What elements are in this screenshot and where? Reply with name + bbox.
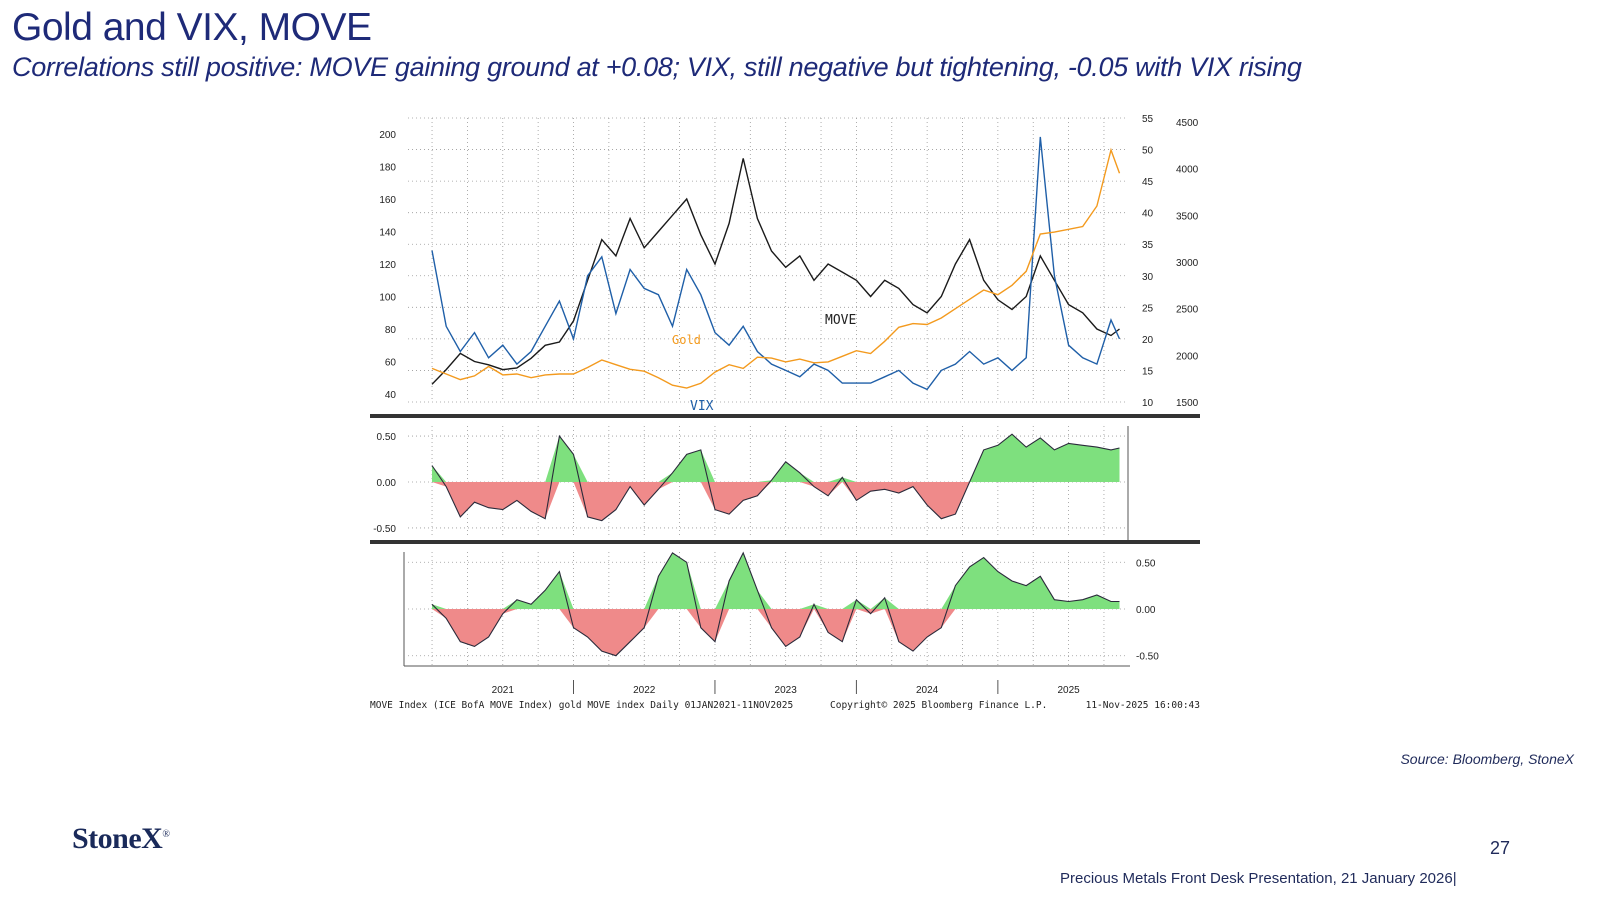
bloomberg-caption-left: MOVE Index (ICE BofA MOVE Index) gold MO… [370, 700, 793, 711]
corr-move-negative-area [432, 609, 1120, 656]
chart-container: 40 60 80 100 120 140 160 180 200 10 15 20 25 30 35 40 45… [370, 110, 1232, 730]
corr-move-axis-tick-label: 0.00 [1136, 605, 1156, 616]
panel-separator [370, 414, 1200, 418]
move-axis-tick-label: 200 [379, 130, 396, 141]
move-axis-tick-label: 120 [379, 260, 396, 271]
gold-axis-tick-label: 2000 [1176, 351, 1199, 362]
series-label-gold: Gold [672, 333, 701, 347]
page-number: 27 [1490, 838, 1511, 858]
page-title: Gold and VIX, MOVE [12, 6, 372, 49]
vix-axis-tick-label: 45 [1142, 177, 1154, 188]
vix-axis-tick-label: 40 [1142, 209, 1154, 220]
corr-vix-line [431, 433, 1120, 522]
bloomberg-caption-copyright: Copyright© 2025 Bloomberg Finance L.P. [830, 700, 1047, 711]
series-gold-line [431, 147, 1121, 389]
corr-move-positive-area [432, 552, 1120, 609]
logo-text: StoneX [72, 822, 163, 855]
footer-presentation: Precious Metals Front Desk Presentation,… [1060, 870, 1457, 887]
corr-vix-axis-tick-label: -0.50 [373, 524, 396, 535]
x-axis-year-label: 2024 [916, 685, 939, 696]
gold-axis-tick-label: 4500 [1176, 118, 1199, 129]
move-axis-tick-label: 40 [385, 390, 397, 401]
vix-axis-tick-label: 50 [1142, 146, 1154, 157]
vix-axis-tick-label: 20 [1142, 335, 1154, 346]
x-axis-year-label: 2022 [633, 685, 656, 696]
vix-axis-tick-label: 30 [1142, 272, 1154, 283]
vix-axis-tick-label: 35 [1142, 240, 1154, 251]
series-move-line [431, 158, 1120, 385]
gold-axis-tick-label: 4000 [1176, 165, 1199, 176]
bloomberg-chart: 4060801001201401601802001015202530354045… [370, 114, 1200, 711]
move-axis-tick-label: 160 [379, 195, 396, 206]
move-axis-tick-label: 180 [379, 163, 396, 174]
bloomberg-caption-timestamp: 11-Nov-2025 16:00:43 [1086, 700, 1200, 711]
vix-axis-tick-label: 10 [1142, 398, 1154, 409]
corr-vix-negative-area [432, 482, 1120, 521]
move-axis-tick-label: 60 [385, 358, 397, 369]
series-label-move: MOVE [825, 313, 856, 328]
corr-vix-positive-area [432, 434, 1120, 482]
source-note: Source: Bloomberg, StoneX [1400, 751, 1574, 767]
vix-axis-tick-label: 15 [1142, 366, 1154, 377]
stonex-logo: StoneX® [72, 822, 170, 856]
gold-axis-tick-label: 2500 [1176, 305, 1199, 316]
x-axis-year-label: 2023 [775, 685, 798, 696]
gold-axis-tick-label: 3500 [1176, 211, 1199, 222]
move-axis-tick-label: 80 [385, 325, 397, 336]
corr-move-line [431, 551, 1120, 657]
page-subtitle: Correlations still positive: MOVE gainin… [12, 52, 1302, 82]
move-axis-tick-label: 100 [379, 293, 396, 304]
corr-vix-axis-tick-label: 0.00 [377, 478, 397, 489]
corr-vix-axis-tick-label: 0.50 [377, 432, 397, 443]
corr-move-axis-tick-label: -0.50 [1136, 652, 1159, 663]
vix-axis-tick-label: 25 [1142, 303, 1154, 314]
x-axis-year-label: 2021 [492, 685, 515, 696]
panel-separator [370, 540, 1200, 544]
series-vix-line [431, 136, 1121, 391]
series-label-vix: VIX [690, 399, 714, 414]
logo-mark: ® [162, 829, 170, 840]
gold-axis-tick-label: 1500 [1176, 398, 1199, 409]
move-axis-tick-label: 140 [379, 228, 396, 239]
x-axis-year-label: 2025 [1057, 685, 1080, 696]
vix-axis-tick-label: 55 [1142, 114, 1154, 125]
corr-move-axis-tick-label: 0.50 [1136, 558, 1156, 569]
gold-axis-tick-label: 3000 [1176, 258, 1199, 269]
